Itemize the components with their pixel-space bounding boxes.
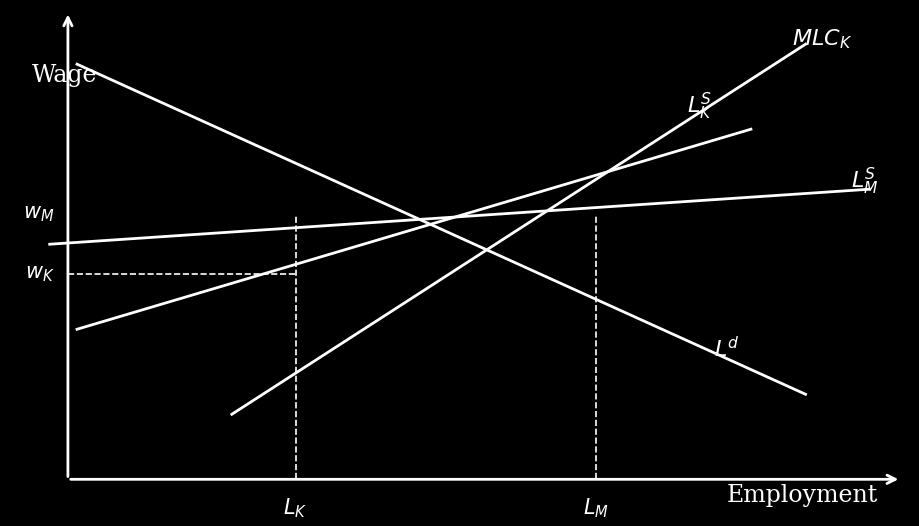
Text: $MLC_K$: $MLC_K$ bbox=[792, 27, 852, 51]
Text: Wage: Wage bbox=[31, 64, 97, 87]
Text: $L_K^S$: $L_K^S$ bbox=[687, 90, 713, 122]
Text: $L_M$: $L_M$ bbox=[584, 497, 609, 520]
Text: Employment: Employment bbox=[727, 484, 879, 507]
Text: $L_K$: $L_K$ bbox=[283, 497, 308, 520]
Text: $w_K$: $w_K$ bbox=[25, 265, 54, 284]
Text: $L_M^S$: $L_M^S$ bbox=[851, 166, 879, 197]
Text: $L^d$: $L^d$ bbox=[714, 337, 741, 362]
Text: $w_M$: $w_M$ bbox=[23, 205, 54, 224]
